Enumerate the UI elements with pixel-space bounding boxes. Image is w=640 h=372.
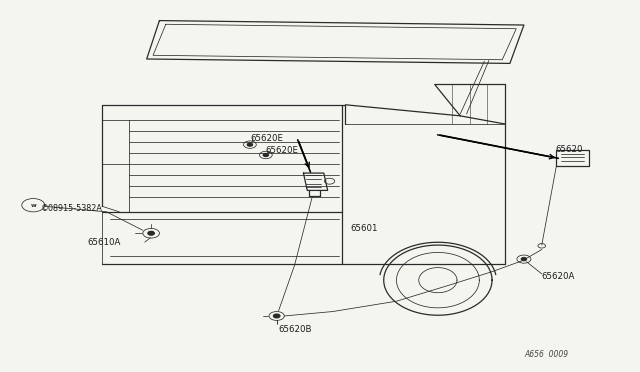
Text: ©08915-5382A: ©08915-5382A: [41, 203, 103, 213]
Text: 65620B: 65620B: [278, 325, 312, 334]
Circle shape: [148, 231, 154, 235]
Text: 65620A: 65620A: [541, 272, 575, 281]
Text: 65610A: 65610A: [88, 238, 121, 247]
Text: 65601: 65601: [351, 224, 378, 233]
Text: A656  0009: A656 0009: [524, 350, 568, 359]
Circle shape: [273, 314, 280, 318]
Text: 65620: 65620: [556, 145, 583, 154]
Text: w: w: [30, 203, 36, 208]
Circle shape: [247, 143, 252, 146]
Circle shape: [263, 154, 268, 157]
Circle shape: [522, 258, 527, 260]
Text: 65620E: 65620E: [266, 147, 299, 155]
Text: 65620E: 65620E: [250, 134, 283, 142]
